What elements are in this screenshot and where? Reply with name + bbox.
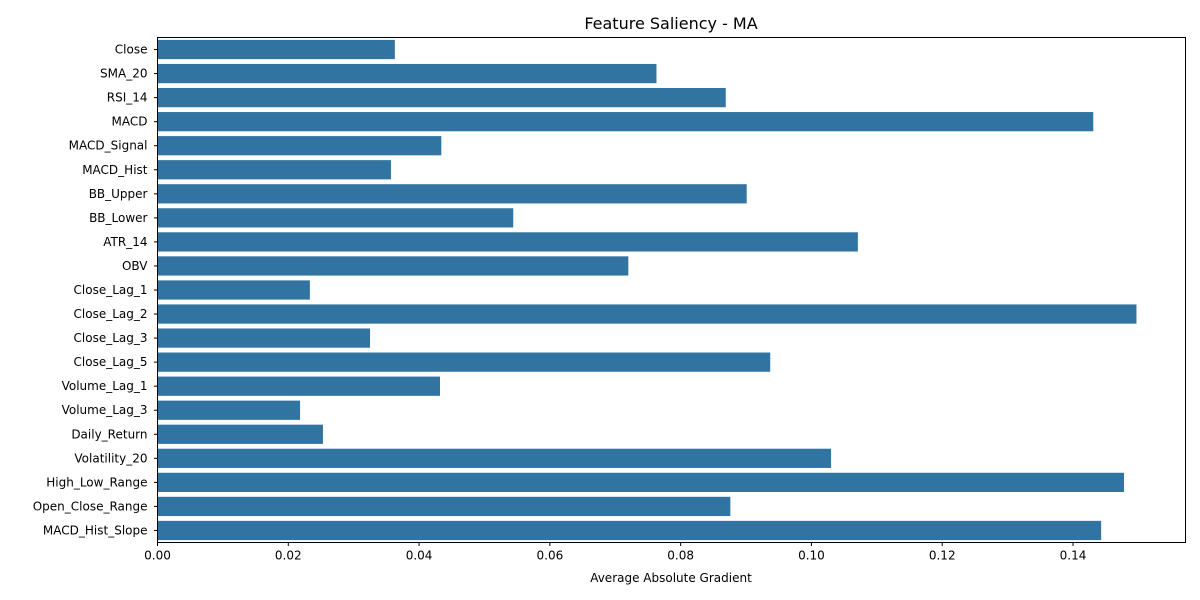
bar-open-close-range — [157, 496, 731, 517]
y-tick-label: Close_Lag_2 — [74, 307, 148, 321]
y-tick-label: High_Low_Range — [46, 475, 147, 489]
bar-volume-lag-1 — [157, 376, 441, 396]
y-tick-label: BB_Upper — [89, 187, 148, 201]
bar-high-low-range — [157, 472, 1125, 492]
bar-rsi-14 — [157, 88, 726, 108]
bar-macd-hist-slope — [157, 520, 1102, 541]
x-tick-label: 0.10 — [798, 549, 825, 563]
bar-atr-14 — [157, 232, 858, 252]
y-tick-labels: Close SMA_20 RSI_14 MACD MACD_Signal MACD_His… — [33, 43, 158, 537]
y-tick-label: SMA_20 — [100, 67, 147, 81]
y-tick-label: MACD — [112, 115, 148, 129]
bar-obv — [157, 256, 629, 276]
chart-title: Feature Saliency - MA — [584, 14, 757, 33]
y-tick-label: MACD_Hist — [82, 163, 148, 177]
x-tick-label: 0.12 — [929, 549, 956, 563]
bar-close — [157, 39, 395, 60]
y-tick-label: Close_Lag_3 — [74, 331, 148, 345]
y-tick-label: Open_Close_Range — [33, 499, 148, 513]
bars-group — [157, 39, 1137, 541]
x-tick-label: 0.06 — [537, 549, 564, 563]
x-ticks: 0.00 0.02 0.04 0.06 0.08 0.10 0.12 0.14 — [144, 542, 1087, 563]
bar-macd — [157, 112, 1094, 132]
x-tick-label: 0.14 — [1060, 549, 1087, 563]
y-tick-label: Volume_Lag_1 — [62, 379, 148, 393]
bar-bb-lower — [157, 208, 514, 228]
y-tick-label: Volatility_20 — [74, 451, 147, 465]
x-tick-label: 0.08 — [667, 549, 694, 563]
x-axis-label: Average Absolute Gradient — [590, 571, 752, 585]
bar-sma-20 — [157, 63, 657, 84]
y-tick-label: MACD_Signal — [69, 139, 148, 153]
bar-volume-lag-3 — [157, 400, 301, 420]
bar-bb-upper — [157, 184, 747, 204]
y-tick-label: Close_Lag_1 — [74, 283, 148, 297]
y-tick-label: OBV — [122, 259, 148, 273]
y-tick-label: Volume_Lag_3 — [62, 403, 148, 417]
bar-close-lag-1 — [157, 280, 310, 300]
bar-close-lag-3 — [157, 328, 371, 348]
bar-daily-return — [157, 424, 323, 444]
x-tick-label: 0.00 — [144, 549, 171, 563]
plot-frame — [157, 37, 1186, 543]
y-tick-label: MACD_Hist_Slope — [43, 523, 148, 537]
y-tick-label: BB_Lower — [89, 211, 147, 225]
y-tick-label: ATR_14 — [103, 235, 147, 249]
y-tick-label: Close — [115, 43, 148, 57]
bar-macd-signal — [157, 136, 442, 156]
y-tick-label: Close_Lag_5 — [74, 355, 148, 369]
bar-close-lag-2 — [157, 304, 1137, 324]
x-tick-label: 0.02 — [275, 549, 302, 563]
bar-close-lag-5 — [157, 352, 771, 372]
y-tick-label: Daily_Return — [71, 427, 147, 441]
bar-volatility-20 — [157, 448, 832, 468]
bar-macd-hist — [157, 160, 391, 180]
x-tick-label: 0.04 — [406, 549, 433, 563]
y-tick-label: RSI_14 — [107, 91, 148, 105]
